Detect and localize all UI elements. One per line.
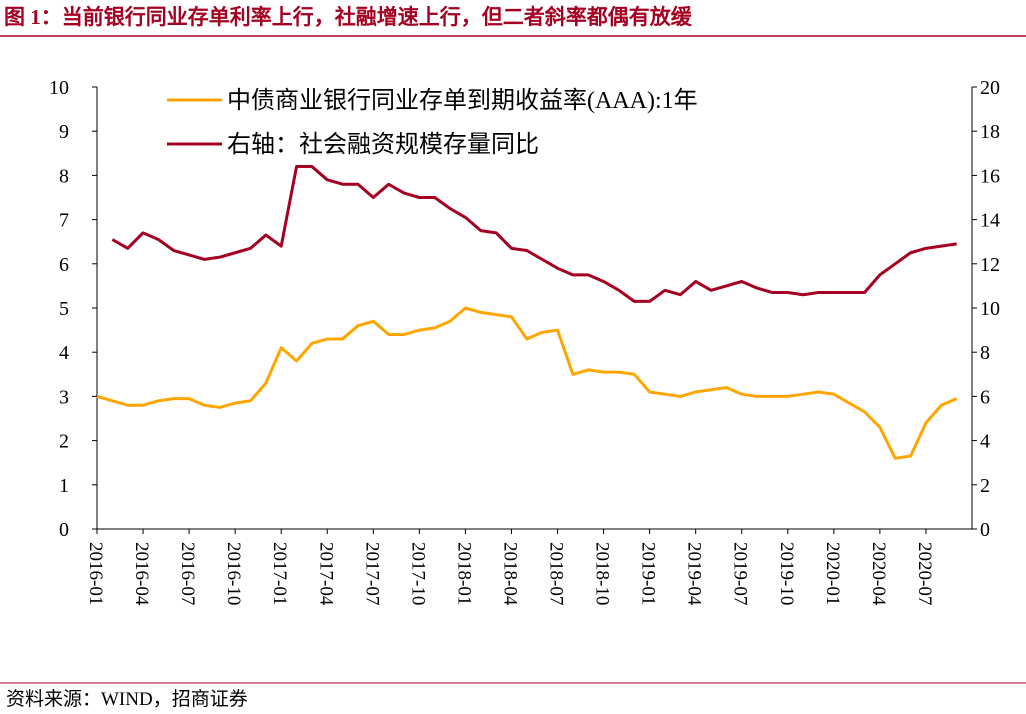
y2-tick-label: 8 [980,342,990,364]
y2-tick-label: 16 [980,165,1000,187]
y-tick-label: 7 [59,210,69,232]
source-note: 资料来源：WIND，招商证券 [6,688,248,710]
x-tick-label: 2018-10 [592,542,613,605]
x-tick-label: 2020-07 [914,542,935,605]
x-tick-label: 2017-07 [361,542,382,605]
legend-label: 右轴：社会融资规模存量同比 [227,131,539,158]
y2-tick-label: 0 [980,519,990,541]
chart-title: 图 1：当前银行同业存单利率上行，社融增速上行，但二者斜率都偶有放缓 [4,5,693,29]
x-tick-label: 2016-10 [223,542,244,605]
x-tick-label: 2019-07 [730,542,751,605]
x-tick-label: 2018-01 [453,542,474,605]
y2-tick-label: 10 [980,298,1000,320]
y-tick-label: 8 [59,165,69,187]
series-line [96,306,958,460]
y-tick-label: 2 [59,431,69,453]
y-tick-label: 3 [59,386,69,408]
y-tick-label: 0 [59,519,69,541]
x-tick-label: 2017-04 [315,542,336,606]
y2-tick-label: 2 [980,475,990,497]
y-tick-label: 1 [59,475,69,497]
x-tick-label: 2020-01 [822,542,843,605]
x-tick-label: 2017-01 [269,542,290,605]
x-tick-label: 2019-10 [776,542,797,605]
y2-tick-label: 20 [980,77,1000,99]
y-tick-label: 9 [59,121,69,143]
legend-label: 中债商业银行同业存单到期收益率(AAA):1年 [227,87,698,114]
y-tick-label: 4 [59,342,69,364]
x-tick-label: 2018-04 [499,542,520,606]
y2-tick-label: 6 [980,386,990,408]
x-tick-label: 2016-04 [131,542,152,606]
y-tick-label: 10 [49,77,69,99]
y-tick-label: 5 [59,298,69,320]
x-tick-label: 2017-10 [407,542,428,605]
x-tick-label: 2016-07 [177,542,198,605]
x-tick-label: 2018-07 [546,542,567,605]
x-tick-label: 2019-04 [684,542,705,606]
y2-tick-label: 12 [980,254,1000,276]
y2-tick-label: 14 [980,210,1000,232]
x-tick-label: 2019-01 [638,542,659,605]
series-line [111,165,957,303]
x-tick-label: 2016-01 [85,542,106,605]
y2-tick-label: 4 [980,431,990,453]
y2-tick-label: 18 [980,121,1000,143]
y-tick-label: 6 [59,254,69,276]
x-tick-label: 2020-04 [868,542,889,606]
